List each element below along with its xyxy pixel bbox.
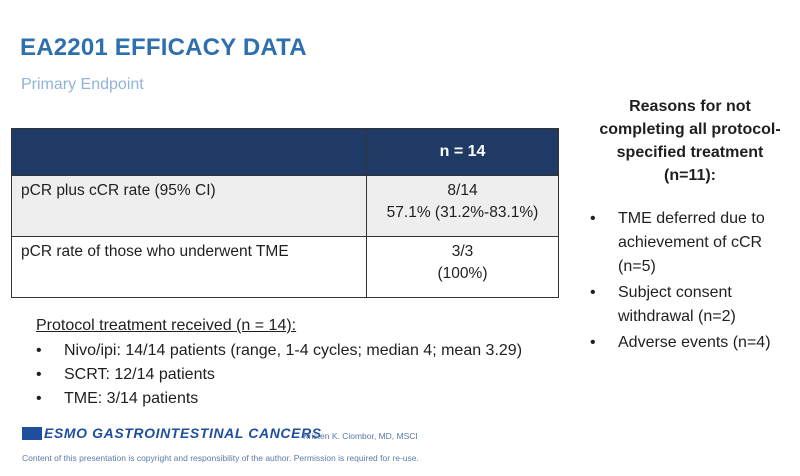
list-item-text: Adverse events (n=4) (618, 334, 771, 351)
list-item: • TME: 3/14 patients (36, 387, 522, 411)
protocol-list: • Nivo/ipi: 14/14 patients (range, 1-4 cy… (36, 339, 522, 411)
table-row: pCR rate of those who underwent TME 3/3 … (11, 236, 559, 298)
copyright-notice: Content of this presentation is copyrigh… (22, 453, 419, 463)
row-value-percent: 57.1% (31.2%-83.1%) (386, 204, 539, 221)
row-value-fraction: 3/3 (451, 243, 474, 260)
list-item: • SCRT: 12/14 patients (36, 363, 522, 387)
efficacy-table: n = 14 pCR plus cCR rate (95% CI) 8/14 5… (11, 128, 559, 298)
bullet-icon: • (590, 210, 596, 227)
table-header-row: n = 14 (11, 128, 559, 176)
row-label: pCR plus cCR rate (95% CI) (11, 175, 367, 237)
slide-subtitle: Primary Endpoint (21, 76, 144, 93)
row-value: 3/3 (100%) (366, 236, 559, 298)
table-header-n: n = 14 (366, 128, 559, 176)
protocol-heading: Protocol treatment received (n = 14): (36, 317, 297, 334)
esmo-logo: ESMO GASTROINTESTINAL CANCERS (22, 425, 322, 441)
row-value: 8/14 57.1% (31.2%-83.1%) (366, 175, 559, 237)
table-header-empty (11, 128, 367, 176)
list-item-text: TME: 3/14 patients (64, 390, 199, 407)
list-item: • Subject consent withdrawal (n=2) (590, 281, 790, 329)
author-credit: Kristen K. Ciombor, MD, MSCI (303, 431, 418, 441)
bullet-icon: • (36, 366, 42, 383)
bullet-icon: • (36, 390, 42, 407)
row-label: pCR rate of those who underwent TME (11, 236, 367, 298)
bullet-icon: • (590, 284, 596, 301)
list-item-text: TME deferred due to achievement of cCR (… (618, 210, 765, 275)
reasons-heading: Reasons for not completing all protocol-… (599, 98, 781, 184)
protocol-section: Protocol treatment received (n = 14): • N… (36, 314, 522, 411)
row-value-fraction: 8/14 (447, 182, 478, 199)
bullet-icon: • (36, 342, 42, 359)
table-row: pCR plus cCR rate (95% CI) 8/14 57.1% (3… (11, 175, 559, 237)
list-item-text: Subject consent withdrawal (n=2) (618, 284, 736, 325)
list-item: • TME deferred due to achievement of cCR … (590, 207, 790, 279)
list-item-text: SCRT: 12/14 patients (64, 366, 215, 383)
row-value-percent: (100%) (437, 265, 488, 282)
logo-mark-icon (22, 426, 42, 440)
list-item: • Nivo/ipi: 14/14 patients (range, 1-4 cy… (36, 339, 522, 363)
reasons-section: Reasons for not completing all protocol-… (590, 95, 790, 357)
bullet-icon: • (590, 334, 596, 351)
list-item-text: Nivo/ipi: 14/14 patients (range, 1-4 cyc… (64, 342, 523, 359)
reasons-list: • TME deferred due to achievement of cCR … (590, 207, 790, 355)
slide-title: EA2201 EFFICACY DATA (20, 34, 307, 61)
list-item: • Adverse events (n=4) (590, 331, 790, 355)
logo-text: ESMO GASTROINTESTINAL CANCERS (44, 425, 322, 441)
